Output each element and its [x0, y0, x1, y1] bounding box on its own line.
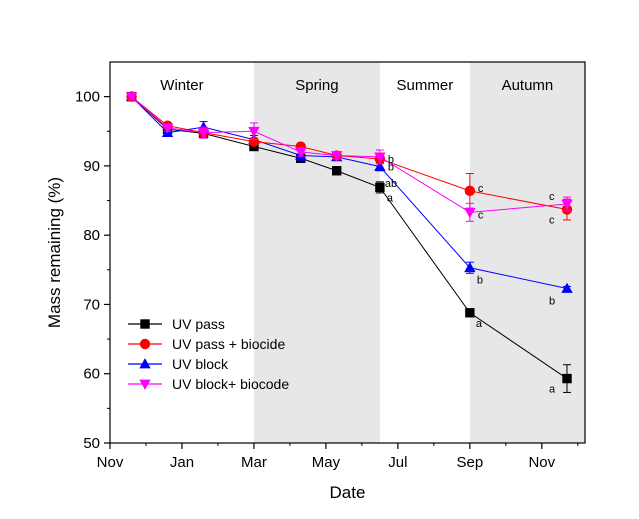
series-uv-block-biocode — [125, 92, 573, 222]
y-tick-label: 100 — [75, 89, 100, 106]
data-point — [562, 373, 572, 384]
x-tick-label: Nov — [528, 454, 555, 471]
y-tick-label: 70 — [83, 296, 100, 313]
significance-label: b — [388, 154, 394, 166]
x-tick-label: Jul — [388, 454, 407, 471]
data-point — [161, 123, 174, 134]
y-tick-label: 90 — [83, 158, 100, 175]
y-tick-label: 50 — [83, 435, 100, 452]
legend-label: UV block+ biocode — [172, 376, 289, 392]
significance-label: a — [476, 318, 483, 330]
x-axis-title: Date — [330, 483, 366, 502]
data-point — [248, 126, 260, 138]
season-label-spring: Spring — [295, 77, 338, 94]
season-label-autumn: Autumn — [502, 77, 554, 94]
legend-marker — [140, 319, 150, 329]
data-point — [197, 128, 210, 139]
legend-entry: UV block+ biocode — [128, 376, 289, 392]
x-tick-label: Jan — [170, 454, 194, 471]
data-point — [331, 151, 343, 162]
data-point — [374, 152, 386, 163]
season-band-spring — [253, 62, 380, 443]
y-tick-label: 60 — [83, 366, 100, 383]
x-tick-label: May — [312, 454, 341, 471]
legend-marker — [139, 338, 151, 350]
significance-label: c — [549, 191, 555, 203]
significance-label: a — [387, 192, 394, 204]
data-point — [561, 199, 573, 210]
x-tick-label: Sep — [456, 454, 483, 471]
significance-label: a — [549, 384, 556, 396]
significance-label: b — [388, 162, 394, 174]
data-point — [295, 147, 307, 158]
data-point — [465, 308, 475, 318]
season-band-autumn — [469, 62, 585, 443]
x-tick-label: Nov — [97, 454, 124, 471]
legend-marker — [139, 379, 151, 390]
data-point — [561, 282, 573, 293]
y-tick-label: 80 — [83, 227, 100, 244]
data-point — [375, 182, 385, 193]
data-point — [374, 160, 386, 171]
legend: UV pass UV pass + biocide UV block UV block… — [128, 316, 289, 392]
significance-label: b — [549, 296, 555, 308]
series-layer — [125, 90, 573, 393]
data-point — [332, 166, 342, 176]
data-point — [464, 207, 476, 219]
significance-label: c — [478, 183, 484, 195]
legend-label: UV block — [172, 356, 229, 372]
legend-entry: UV pass — [128, 316, 225, 332]
data-point — [464, 261, 476, 273]
plot-frame — [109, 61, 586, 444]
legend-marker — [139, 358, 151, 369]
y-axis: 50 60 70 80 90 100 — [75, 89, 110, 452]
data-point — [464, 185, 476, 197]
legend-label: UV pass — [172, 316, 225, 332]
legend-entry: UV block — [128, 356, 229, 372]
season-labels: Winter Spring Summer Autumn — [160, 77, 553, 94]
significance-label: c — [549, 215, 555, 227]
significance-label: c — [478, 209, 484, 221]
significance-label: b — [477, 275, 483, 287]
data-point — [125, 92, 138, 103]
significance-label: ab — [385, 178, 397, 190]
season-bands — [253, 62, 585, 443]
x-tick-label: Mar — [241, 454, 267, 471]
y-axis-title: Mass remaining (%) — [45, 177, 64, 328]
legend-label: UV pass + biocide — [172, 336, 285, 352]
season-label-winter: Winter — [160, 77, 203, 94]
legend-entry: UV pass + biocide — [128, 336, 285, 352]
season-label-summer: Summer — [397, 77, 454, 94]
x-axis: Nov Jan Mar May Jul Sep Nov — [97, 443, 579, 471]
